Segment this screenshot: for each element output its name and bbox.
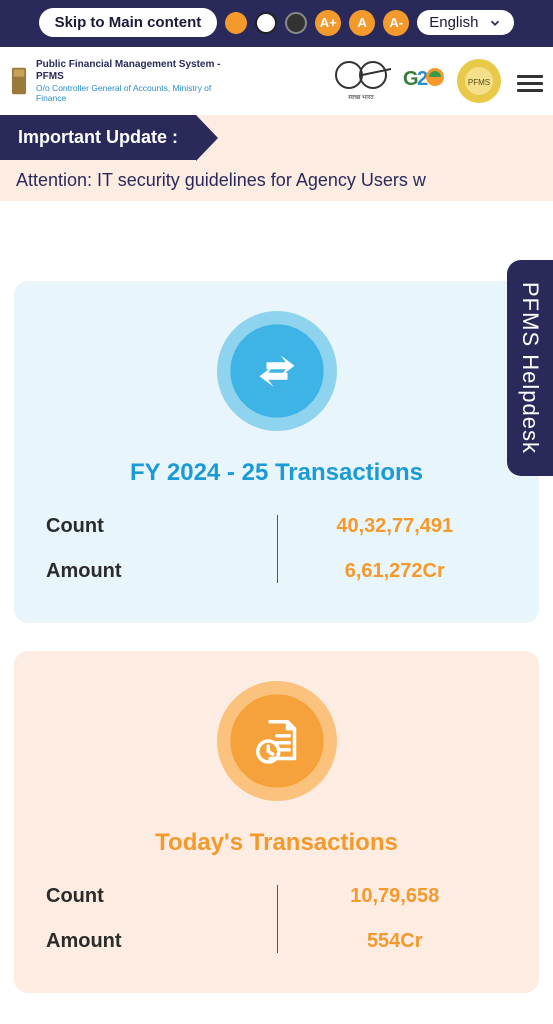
theme-orange-dot[interactable] <box>225 12 247 34</box>
fy-card-icon-wrap <box>217 311 337 431</box>
font-increase-button[interactable]: A+ <box>315 10 341 36</box>
menu-button[interactable] <box>517 71 543 91</box>
language-select[interactable]: English <box>417 10 514 35</box>
transfer-arrows-icon <box>249 343 305 399</box>
india-emblem-icon <box>10 66 28 96</box>
fy-count-value: 40,32,77,491 <box>277 515 514 538</box>
skip-to-main-button[interactable]: Skip to Main content <box>39 8 218 37</box>
stats-cards: FY 2024 - 25 Transactions Count 40,32,77… <box>0 261 553 1013</box>
theme-dark-dot[interactable] <box>285 12 307 34</box>
svg-text:स्वच्छ भारत: स्वच्छ भारत <box>348 95 374 101</box>
fy-transactions-card: FY 2024 - 25 Transactions Count 40,32,77… <box>14 281 539 623</box>
swachh-bharat-logo: स्वच्छ भारत <box>331 57 391 105</box>
today-transactions-card: Today's Transactions Count 10,79,658 Amo… <box>14 651 539 993</box>
helpdesk-tab[interactable]: PFMS Helpdesk <box>507 260 553 476</box>
update-text: Attention: IT security guidelines for Ag… <box>16 170 426 190</box>
site-header: Public Financial Management System - PFM… <box>0 47 553 115</box>
fy-amount-label: Amount <box>40 560 277 583</box>
site-title: Public Financial Management System - PFM… <box>36 59 236 83</box>
accessibility-bar: Skip to Main content A+ A A- English <box>0 0 553 47</box>
fy-count-label: Count <box>40 515 277 538</box>
today-card-title: Today's Transactions <box>40 829 513 857</box>
fy-stats: Count 40,32,77,491 Amount 6,61,272Cr <box>40 515 513 583</box>
update-label: Important Update : <box>0 115 196 160</box>
today-amount-value: 554Cr <box>277 930 514 953</box>
today-amount-label: Amount <box>40 930 277 953</box>
font-normal-button[interactable]: A <box>349 10 375 36</box>
g20-logo: G 2 <box>399 57 447 105</box>
clock-document-icon <box>249 713 305 769</box>
important-update-banner: Important Update : <box>0 115 553 160</box>
site-subtitle: O/o Controller General of Accounts, Mini… <box>36 83 236 103</box>
theme-white-dot[interactable] <box>255 12 277 34</box>
font-decrease-button[interactable]: A- <box>383 10 409 36</box>
pfms-seal-logo: PFMS <box>455 57 503 105</box>
fy-card-title: FY 2024 - 25 Transactions <box>40 459 513 487</box>
today-stats: Count 10,79,658 Amount 554Cr <box>40 885 513 953</box>
today-card-icon-wrap <box>217 681 337 801</box>
svg-text:PFMS: PFMS <box>468 78 490 87</box>
update-marquee[interactable]: Attention: IT security guidelines for Ag… <box>0 160 553 201</box>
chevron-down-icon <box>488 16 502 30</box>
fy-amount-value: 6,61,272Cr <box>277 560 514 583</box>
language-label: English <box>429 14 478 31</box>
today-count-label: Count <box>40 885 277 908</box>
today-count-value: 10,79,658 <box>277 885 514 908</box>
